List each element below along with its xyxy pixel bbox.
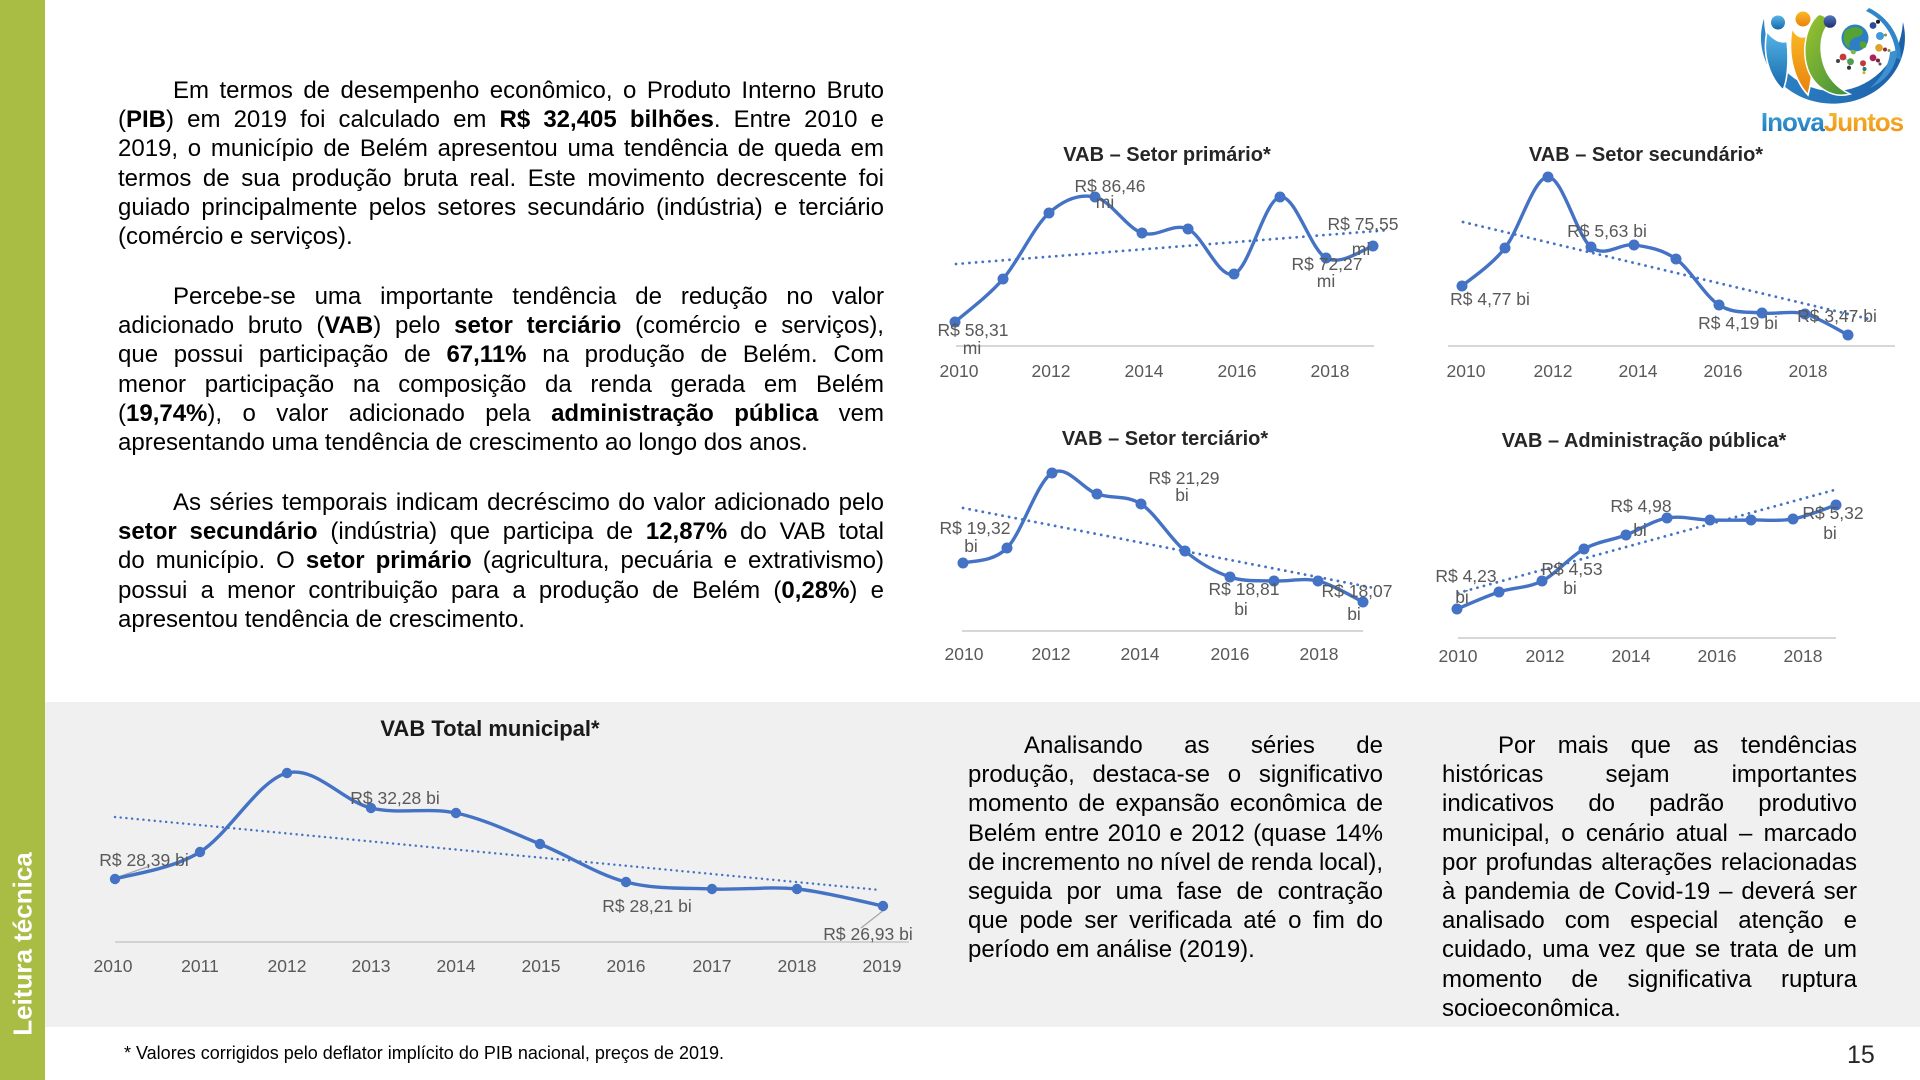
svg-text:2010: 2010 xyxy=(94,956,133,976)
svg-text:R$ 3,47 bi: R$ 3,47 bi xyxy=(1797,306,1877,326)
svg-text:2018: 2018 xyxy=(778,956,817,976)
svg-text:R$ 32,28 bi: R$ 32,28 bi xyxy=(350,788,440,808)
svg-text:R$ 4,98: R$ 4,98 xyxy=(1610,496,1671,516)
svg-text:2014: 2014 xyxy=(1125,361,1164,381)
svg-text:2013: 2013 xyxy=(352,956,391,976)
svg-text:2014: 2014 xyxy=(437,956,476,976)
svg-text:2012: 2012 xyxy=(1032,644,1071,664)
svg-text:2012: 2012 xyxy=(1526,646,1565,666)
svg-text:InovaJuntos: InovaJuntos xyxy=(1761,107,1904,137)
svg-text:bi: bi xyxy=(1175,485,1189,505)
svg-text:2016: 2016 xyxy=(1698,646,1737,666)
svg-text:R$ 28,21 bi: R$ 28,21 bi xyxy=(602,896,692,916)
svg-text:R$ 4,23: R$ 4,23 xyxy=(1435,566,1496,586)
svg-text:bi: bi xyxy=(1347,604,1361,624)
svg-text:R$ 5,32: R$ 5,32 xyxy=(1802,503,1863,523)
svg-text:bi: bi xyxy=(1633,520,1647,540)
svg-text:2018: 2018 xyxy=(1311,361,1350,381)
svg-text:2014: 2014 xyxy=(1619,361,1658,381)
svg-text:R$ 18,07: R$ 18,07 xyxy=(1321,581,1392,601)
svg-text:2016: 2016 xyxy=(1211,644,1250,664)
svg-text:2016: 2016 xyxy=(1704,361,1743,381)
svg-text:R$ 86,46: R$ 86,46 xyxy=(1074,176,1145,196)
svg-text:R$ 18,81: R$ 18,81 xyxy=(1208,579,1279,599)
svg-text:VAB – Setor terciário*: VAB – Setor terciário* xyxy=(1062,428,1269,450)
svg-text:VAB – Setor secundário*: VAB – Setor secundário* xyxy=(1529,144,1763,166)
svg-text:2010: 2010 xyxy=(945,644,984,664)
svg-text:2014: 2014 xyxy=(1612,646,1651,666)
svg-text:2012: 2012 xyxy=(1534,361,1573,381)
svg-text:2010: 2010 xyxy=(1439,646,1478,666)
svg-text:R$ 4,53: R$ 4,53 xyxy=(1541,559,1602,579)
svg-text:R$ 26,93 bi: R$ 26,93 bi xyxy=(823,924,913,944)
svg-text:2012: 2012 xyxy=(1032,361,1071,381)
svg-text:R$ 58,31: R$ 58,31 xyxy=(937,320,1008,340)
svg-text:R$ 75,55: R$ 75,55 xyxy=(1327,214,1398,234)
svg-text:bi: bi xyxy=(964,536,978,556)
svg-text:2011: 2011 xyxy=(181,956,219,976)
svg-text:bi: bi xyxy=(1234,599,1248,619)
svg-text:2015: 2015 xyxy=(522,956,561,976)
svg-text:2016: 2016 xyxy=(607,956,646,976)
svg-text:R$ 19,32: R$ 19,32 xyxy=(939,518,1010,538)
svg-text:R$ 28,39 bi: R$ 28,39 bi xyxy=(99,850,189,870)
svg-text:mi: mi xyxy=(963,338,981,358)
svg-text:2018: 2018 xyxy=(1784,646,1823,666)
svg-text:VAB – Setor primário*: VAB – Setor primário* xyxy=(1063,144,1271,166)
svg-text:2016: 2016 xyxy=(1218,361,1257,381)
svg-text:R$ 21,29: R$ 21,29 xyxy=(1148,468,1219,488)
svg-text:R$ 4,19 bi: R$ 4,19 bi xyxy=(1698,313,1778,333)
svg-text:2010: 2010 xyxy=(940,361,979,381)
svg-text:R$ 4,77 bi: R$ 4,77 bi xyxy=(1450,289,1530,309)
svg-text:R$ 5,63 bi: R$ 5,63 bi xyxy=(1567,221,1647,241)
svg-text:mi: mi xyxy=(1096,192,1114,212)
svg-text:VAB Total municipal*: VAB Total municipal* xyxy=(380,716,600,741)
svg-text:2017: 2017 xyxy=(693,956,732,976)
svg-text:VAB – Administração pública*: VAB – Administração pública* xyxy=(1502,430,1787,452)
svg-text:2018: 2018 xyxy=(1300,644,1339,664)
svg-text:R$ 72,27: R$ 72,27 xyxy=(1291,254,1362,274)
svg-text:mi: mi xyxy=(1317,271,1335,291)
svg-text:2019: 2019 xyxy=(863,956,902,976)
svg-text:2010: 2010 xyxy=(1447,361,1486,381)
svg-text:bi: bi xyxy=(1823,523,1837,543)
svg-text:2012: 2012 xyxy=(268,956,307,976)
svg-text:bi: bi xyxy=(1455,587,1469,607)
svg-text:mi: mi xyxy=(1352,239,1370,259)
svg-text:2014: 2014 xyxy=(1121,644,1160,664)
svg-text:bi: bi xyxy=(1563,578,1577,598)
svg-text:2018: 2018 xyxy=(1789,361,1828,381)
